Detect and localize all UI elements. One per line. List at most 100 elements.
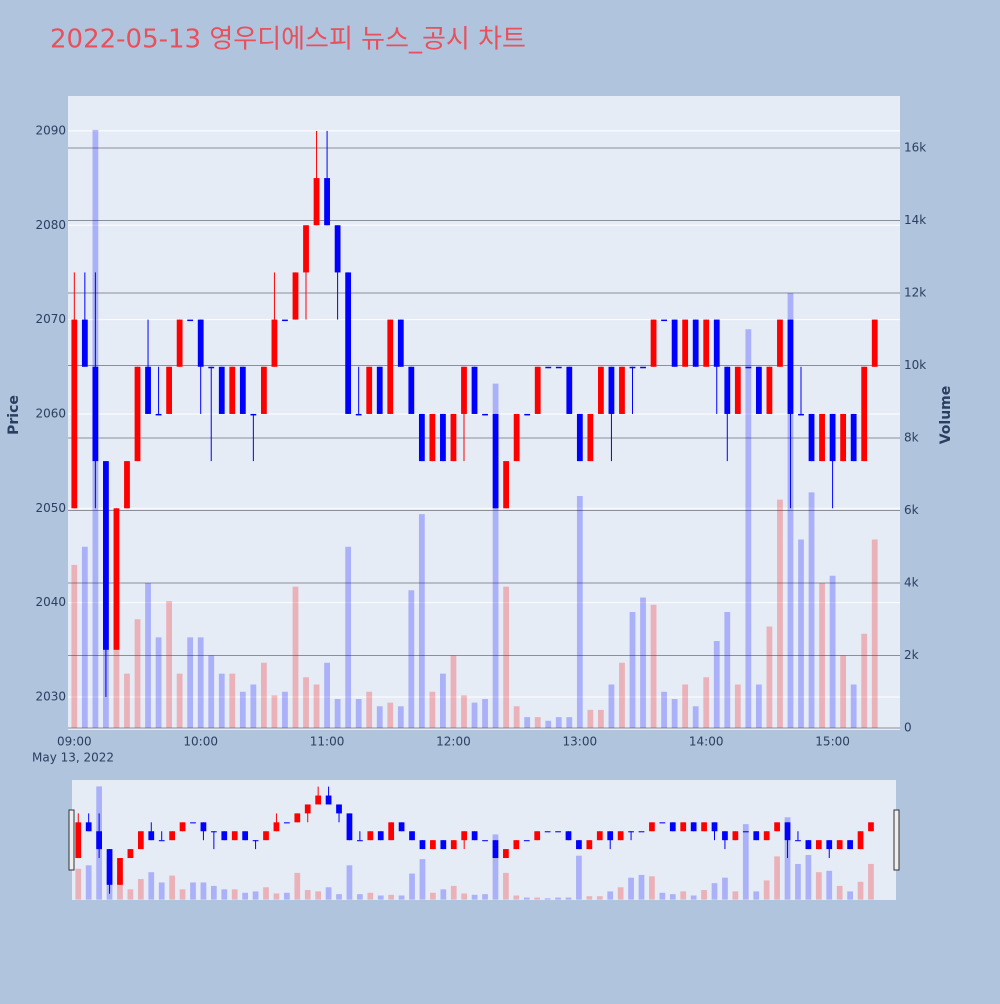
candle-body bbox=[366, 366, 373, 414]
candle-body bbox=[252, 840, 259, 842]
volume-bar bbox=[815, 872, 822, 900]
candle-body bbox=[734, 366, 741, 414]
volume-bar bbox=[221, 889, 228, 900]
volume-bar bbox=[608, 684, 615, 729]
candle-body bbox=[471, 366, 478, 414]
volume-bar bbox=[218, 673, 225, 729]
volume-bar bbox=[836, 885, 843, 900]
candle-body bbox=[190, 822, 196, 824]
candle-body bbox=[649, 822, 655, 832]
candle-body bbox=[461, 366, 467, 414]
volume-bar bbox=[461, 695, 467, 729]
y-tick-label: 2060 bbox=[35, 406, 66, 420]
plot-area bbox=[68, 96, 900, 730]
candle-body bbox=[680, 822, 687, 832]
volume-bar bbox=[587, 709, 594, 729]
candle-body bbox=[471, 831, 478, 841]
candle-body bbox=[661, 319, 667, 322]
volume-bar bbox=[148, 872, 155, 900]
y-tick-label: 2090 bbox=[35, 123, 66, 137]
volume-bar bbox=[774, 856, 780, 900]
volume-bar bbox=[598, 709, 604, 729]
candle-body bbox=[103, 461, 109, 650]
x-tick-label: 12:00 bbox=[436, 735, 471, 749]
candle-body bbox=[545, 366, 552, 369]
candle-body bbox=[798, 413, 804, 416]
candle-body bbox=[229, 366, 236, 414]
range-slider[interactable] bbox=[72, 780, 896, 900]
volume-bar bbox=[586, 896, 593, 900]
candle-body bbox=[294, 813, 301, 823]
volume-bar bbox=[409, 873, 415, 900]
x-tick-label: 10:00 bbox=[183, 735, 218, 749]
volume-bar bbox=[345, 546, 352, 729]
candle-body bbox=[106, 849, 113, 885]
candle-body bbox=[408, 366, 415, 414]
volume-bar bbox=[722, 877, 728, 900]
volume-bar bbox=[850, 684, 857, 729]
volume-bar bbox=[471, 894, 478, 900]
candle-body bbox=[819, 413, 825, 462]
volume-bar bbox=[387, 702, 394, 729]
volume-bar bbox=[534, 897, 541, 900]
candle-body bbox=[367, 831, 374, 841]
volume-bar bbox=[555, 717, 562, 729]
candle-body bbox=[701, 822, 707, 832]
candle-body bbox=[461, 831, 468, 841]
volume-bar bbox=[724, 612, 731, 729]
volume-bar bbox=[304, 890, 311, 900]
volume-bar bbox=[155, 637, 162, 729]
volume-bar bbox=[566, 717, 573, 729]
volume-bar bbox=[777, 499, 783, 729]
candle-body bbox=[282, 319, 288, 322]
volume-bar bbox=[787, 292, 794, 729]
x-tick-label: 11:00 bbox=[310, 735, 345, 749]
candle-body bbox=[388, 822, 395, 841]
candle-body bbox=[292, 272, 299, 320]
y2-tick-label: 6k bbox=[904, 503, 919, 517]
volume-bar bbox=[596, 896, 603, 900]
volume-bar bbox=[638, 874, 645, 900]
volume-bar bbox=[795, 863, 801, 900]
volume-bar bbox=[671, 699, 678, 729]
range-handle[interactable] bbox=[893, 809, 900, 871]
volume-bar bbox=[315, 891, 322, 900]
y2-tick-label: 10k bbox=[904, 358, 926, 372]
candle-body bbox=[774, 822, 780, 832]
candle-body bbox=[640, 366, 646, 369]
volume-bar bbox=[450, 885, 457, 900]
candle-body bbox=[271, 319, 278, 367]
candle-body bbox=[397, 319, 404, 367]
candle-body bbox=[576, 413, 583, 462]
volume-bar bbox=[179, 889, 186, 900]
volume-bar bbox=[826, 870, 833, 900]
y2-tick-label: 14k bbox=[904, 213, 926, 227]
candle-body bbox=[566, 366, 573, 414]
candle-body bbox=[492, 413, 499, 509]
candle-body bbox=[742, 831, 749, 833]
volume-bar bbox=[680, 891, 687, 900]
range-handle[interactable] bbox=[68, 809, 75, 871]
candle-body bbox=[808, 413, 815, 462]
volume-bar bbox=[283, 892, 290, 900]
volume-bar bbox=[682, 684, 689, 729]
volume-bar bbox=[294, 872, 301, 900]
candle-body bbox=[387, 319, 394, 414]
volume-bar bbox=[659, 892, 666, 900]
volume-bar bbox=[805, 855, 812, 900]
volume-bar bbox=[619, 662, 625, 729]
candle-body bbox=[503, 461, 510, 509]
candle-body bbox=[482, 413, 488, 416]
x-tick-label: 14:00 bbox=[689, 735, 724, 749]
candle-body bbox=[409, 831, 415, 841]
volume-bar bbox=[871, 539, 878, 729]
volume-bar bbox=[418, 514, 425, 729]
volume-bar bbox=[753, 891, 760, 900]
candle-body bbox=[826, 840, 833, 850]
volume-bar bbox=[690, 895, 697, 900]
volume-bar bbox=[819, 583, 825, 729]
candle-body bbox=[429, 413, 436, 462]
candle-body bbox=[242, 831, 249, 841]
candle-body bbox=[283, 822, 290, 824]
candle-body bbox=[617, 831, 624, 841]
